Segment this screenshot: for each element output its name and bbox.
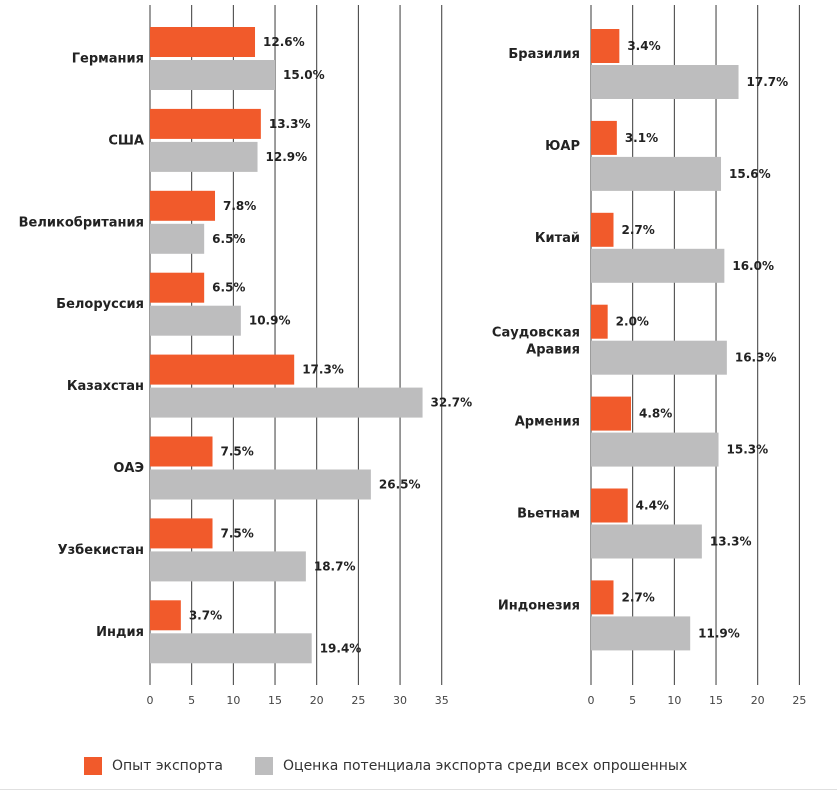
value-label-experience-p2-6: 2.7% bbox=[622, 590, 655, 604]
category-label-p2-1: ЮАР bbox=[545, 139, 580, 154]
category-label-p1-7: Индия bbox=[96, 625, 144, 640]
value-label-experience-p1-5: 7.5% bbox=[221, 445, 254, 459]
bar-potential-p2-2 bbox=[591, 248, 725, 283]
legend: Опыт экспорта Оценка потенциала экспорта… bbox=[84, 757, 719, 775]
tick-label-p2-2: 10 bbox=[667, 694, 681, 707]
bar-potential-p2-1 bbox=[591, 156, 722, 191]
bar-potential-p1-0 bbox=[150, 60, 276, 90]
bar-potential-p2-6 bbox=[591, 616, 691, 651]
legend-swatch-experience bbox=[84, 757, 102, 775]
value-label-potential-p1-3: 10.9% bbox=[249, 314, 291, 328]
bar-experience-p1-4 bbox=[150, 354, 295, 385]
value-label-potential-p1-2: 6.5% bbox=[212, 232, 245, 246]
bar-potential-p2-0 bbox=[591, 65, 739, 99]
category-label-p2-3: Саудовская Аравия bbox=[492, 326, 580, 358]
value-label-experience-p2-2: 2.7% bbox=[622, 223, 655, 237]
tick-label-p2-3: 15 bbox=[709, 694, 723, 707]
tick-label-p2-1: 5 bbox=[629, 694, 636, 707]
tick-label-p2-4: 20 bbox=[751, 694, 765, 707]
bar-potential-p1-6 bbox=[150, 551, 306, 582]
category-label-p2-6: Индонезия bbox=[498, 598, 580, 613]
bar-potential-p1-1 bbox=[150, 141, 258, 172]
value-label-experience-p1-2: 7.8% bbox=[223, 199, 256, 213]
value-label-experience-p1-0: 12.6% bbox=[263, 35, 305, 49]
bottom-divider bbox=[0, 789, 837, 790]
bar-experience-p2-1 bbox=[591, 120, 617, 155]
bar-experience-p1-1 bbox=[150, 108, 261, 139]
value-label-potential-p1-4: 32.7% bbox=[431, 396, 473, 410]
bar-potential-p2-3 bbox=[591, 340, 727, 375]
value-label-experience-p1-7: 3.7% bbox=[189, 608, 222, 622]
bar-potential-p1-2 bbox=[150, 223, 205, 254]
value-label-potential-p1-6: 18.7% bbox=[314, 559, 356, 573]
value-label-potential-p2-6: 11.9% bbox=[698, 626, 740, 640]
value-label-experience-p2-5: 4.4% bbox=[636, 499, 669, 513]
bar-experience-p1-6 bbox=[150, 518, 213, 549]
category-label-p2-5: Вьетнам bbox=[517, 507, 580, 522]
bar-potential-p1-4 bbox=[150, 387, 423, 418]
category-label-p1-3: Белоруссия bbox=[56, 297, 144, 312]
tick-label-p1-1: 5 bbox=[188, 694, 195, 707]
bar-potential-p1-3 bbox=[150, 305, 241, 336]
value-label-potential-p2-3: 16.3% bbox=[735, 351, 777, 365]
bar-potential-p2-4 bbox=[591, 432, 719, 467]
value-label-potential-p2-1: 15.6% bbox=[729, 167, 771, 181]
bar-potential-p2-5 bbox=[591, 524, 702, 559]
tick-label-p1-7: 35 bbox=[435, 694, 449, 707]
bar-experience-p1-0 bbox=[150, 27, 256, 57]
tick-label-p1-2: 10 bbox=[226, 694, 240, 707]
value-label-experience-p2-3: 2.0% bbox=[616, 315, 649, 329]
tick-label-p1-6: 30 bbox=[393, 694, 407, 707]
bar-experience-p2-3 bbox=[591, 304, 608, 339]
legend-item-experience: Опыт экспорта bbox=[84, 757, 223, 775]
category-label-p1-2: Великобритания bbox=[19, 215, 144, 230]
legend-item-potential: Оценка потенциала экспорта среди всех оп… bbox=[255, 757, 687, 775]
tick-label-p1-0: 0 bbox=[147, 694, 154, 707]
value-label-potential-p1-0: 15.0% bbox=[283, 68, 325, 82]
value-label-potential-p1-1: 12.9% bbox=[266, 150, 308, 164]
category-label-p1-5: ОАЭ bbox=[113, 461, 144, 476]
category-label-p2-2: Китай bbox=[535, 231, 580, 246]
category-label-p1-6: Узбекистан bbox=[58, 543, 144, 558]
tick-label-p2-0: 0 bbox=[588, 694, 595, 707]
category-label-p1-1: США bbox=[108, 133, 144, 148]
value-label-experience-p1-4: 17.3% bbox=[302, 363, 344, 377]
bar-experience-p1-5 bbox=[150, 436, 213, 467]
tick-label-p2-5: 25 bbox=[792, 694, 806, 707]
legend-label-experience: Опыт экспорта bbox=[112, 758, 224, 774]
category-label-p1-0: Германия bbox=[72, 52, 144, 67]
bar-experience-p2-2 bbox=[591, 212, 614, 247]
value-label-experience-p2-1: 3.1% bbox=[625, 131, 658, 145]
value-label-potential-p2-0: 17.7% bbox=[747, 75, 789, 89]
value-label-potential-p1-7: 19.4% bbox=[320, 641, 362, 655]
tick-label-p1-3: 15 bbox=[268, 694, 282, 707]
value-label-potential-p2-5: 13.3% bbox=[710, 535, 752, 549]
value-label-potential-p1-5: 26.5% bbox=[379, 478, 421, 492]
bar-experience-p1-2 bbox=[150, 190, 216, 221]
bar-experience-p2-6 bbox=[591, 580, 614, 615]
value-label-potential-p2-4: 15.3% bbox=[727, 443, 769, 457]
value-label-potential-p2-2: 16.0% bbox=[732, 259, 774, 273]
value-label-experience-p2-0: 3.4% bbox=[627, 39, 660, 53]
bar-experience-p2-4 bbox=[591, 396, 632, 431]
bar-experience-p1-7 bbox=[150, 600, 181, 631]
bar-potential-p1-7 bbox=[150, 633, 312, 664]
tick-label-p1-4: 20 bbox=[310, 694, 324, 707]
value-label-experience-p1-3: 6.5% bbox=[212, 281, 245, 295]
legend-label-potential: Оценка потенциала экспорта среди всех оп… bbox=[283, 758, 688, 774]
bar-experience-p2-0 bbox=[591, 29, 620, 63]
bar-experience-p1-3 bbox=[150, 272, 205, 303]
category-label-p2-4: Армения bbox=[515, 415, 580, 430]
legend-swatch-potential bbox=[255, 757, 274, 775]
category-label-p1-4: Казахстан bbox=[67, 379, 144, 394]
bar-potential-p1-5 bbox=[150, 469, 371, 500]
tick-label-p1-5: 25 bbox=[351, 694, 365, 707]
category-label-p2-0: Бразилия bbox=[508, 47, 580, 62]
value-label-experience-p1-1: 13.3% bbox=[269, 117, 311, 131]
bar-experience-p2-5 bbox=[591, 488, 628, 523]
value-label-experience-p2-4: 4.8% bbox=[639, 407, 672, 421]
value-label-experience-p1-6: 7.5% bbox=[221, 526, 254, 540]
